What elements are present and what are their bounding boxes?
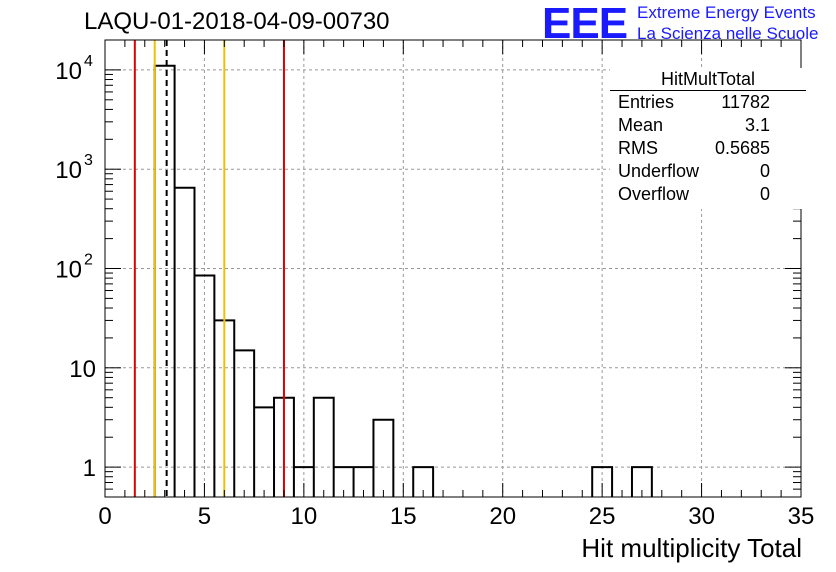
y-tick-exponent: 2 (84, 252, 93, 269)
stats-label-mean: Mean (618, 115, 664, 135)
stats-value-underflow: 0 (759, 161, 770, 181)
x-tick-label: 30 (688, 503, 715, 530)
stats-row: RMS 0.5685 (610, 137, 806, 160)
y-tick-label: 10 (69, 356, 96, 383)
histogram-bar (155, 66, 175, 497)
stats-box: HitMultTotal Entries 11782 Mean 3.1 RMS … (610, 68, 806, 209)
x-tick-label: 20 (489, 503, 516, 530)
histogram-bar (373, 420, 393, 497)
stats-row: Entries 11782 (610, 91, 806, 114)
x-tick-label: 10 (291, 503, 318, 530)
stats-row: Overflow 0 (610, 183, 806, 206)
plot-title: LAQU-01-2018-04-09-00730 (84, 8, 390, 35)
logo-line-2: La Scienza nelle Scuole (637, 24, 819, 43)
y-tick-label: 10 (55, 257, 82, 284)
stats-value-mean: 3.1 (744, 115, 770, 135)
stats-label-rms: RMS (618, 138, 658, 158)
x-tick-label: 15 (390, 503, 417, 530)
x-axis-label: Hit multiplicity Total (581, 533, 802, 563)
stats-row: Underflow 0 (610, 160, 806, 183)
stats-value-entries: 11782 (721, 92, 770, 112)
histogram-bar (234, 350, 254, 497)
x-tick-label: 0 (98, 503, 111, 530)
x-tick-label: 5 (198, 503, 211, 530)
eee-logo: EEE (542, 0, 628, 48)
y-tick-exponent: 4 (84, 53, 93, 70)
y-tick-label: 10 (55, 157, 82, 184)
stats-label-overflow: Overflow (618, 184, 690, 204)
stats-row: Mean 3.1 (610, 114, 806, 137)
stats-value-rms: 0.5685 (714, 138, 770, 158)
y-tick-exponent: 3 (84, 152, 93, 169)
stats-value-overflow: 0 (759, 184, 770, 204)
histogram-bar (254, 407, 274, 497)
y-tick-label: 1 (83, 455, 96, 482)
histogram-bar (314, 398, 334, 497)
stats-label-entries: Entries (618, 92, 675, 112)
histogram-bar (175, 188, 195, 497)
x-tick-label: 35 (788, 503, 815, 530)
y-tick-label: 10 (55, 58, 82, 85)
histogram-bar (194, 276, 214, 497)
x-tick-label: 25 (589, 503, 616, 530)
stats-box-title: HitMultTotal (610, 68, 806, 91)
logo-line-1: Extreme Energy Events (637, 3, 816, 22)
stats-label-underflow: Underflow (618, 161, 700, 181)
